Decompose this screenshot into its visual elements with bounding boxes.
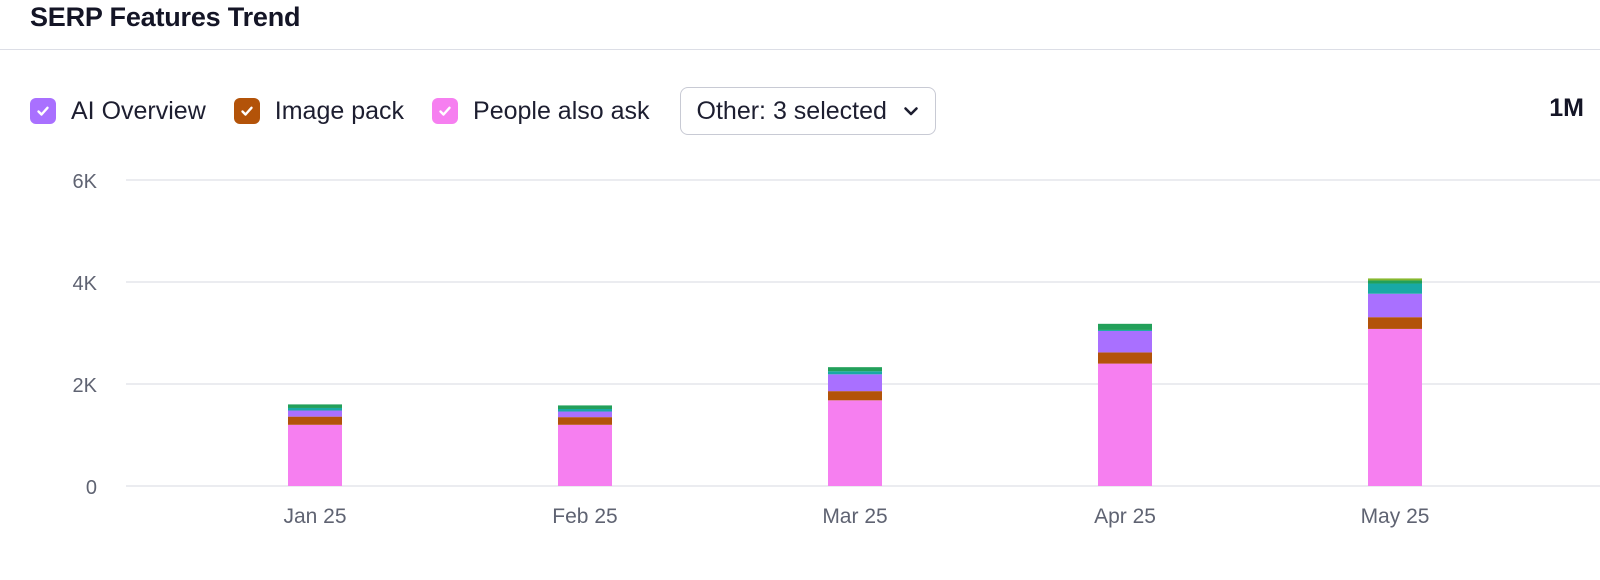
legend: AI Overview Image pack People also ask O… <box>30 87 936 135</box>
bar-segment[interactable] <box>558 417 612 425</box>
bar-segment[interactable] <box>828 371 882 375</box>
panel-title: SERP Features Trend <box>30 2 301 32</box>
other-features-dropdown[interactable]: Other: 3 selected <box>679 87 936 135</box>
bar-segment[interactable] <box>1098 323 1152 330</box>
bar-stack[interactable] <box>1368 278 1422 486</box>
bar-stack[interactable] <box>828 367 882 486</box>
bar-segment[interactable] <box>288 407 342 411</box>
dropdown-label: Other: 3 selected <box>696 96 887 125</box>
check-icon <box>37 106 49 116</box>
bar-segment[interactable] <box>1098 330 1152 353</box>
image-pack-checkbox[interactable] <box>233 98 260 124</box>
legend-label: Image pack <box>274 96 405 125</box>
ai-overview-checkbox[interactable] <box>30 98 56 124</box>
x-tick-label: Feb 25 <box>552 505 617 528</box>
bar-segment[interactable] <box>288 404 342 408</box>
x-tick-label: Mar 25 <box>822 505 887 528</box>
bar-segment[interactable] <box>828 400 882 486</box>
bar-segment[interactable] <box>1098 363 1152 486</box>
bar-segment[interactable] <box>1098 352 1152 364</box>
bar-segment[interactable] <box>1368 328 1422 486</box>
bar-segment[interactable] <box>288 410 342 417</box>
y-tick-label: 0 <box>86 477 97 499</box>
check-icon <box>439 106 451 116</box>
bar-segment[interactable] <box>558 405 612 409</box>
bar-segment[interactable] <box>1368 278 1422 281</box>
check-icon <box>241 106 253 116</box>
bar-segment[interactable] <box>558 424 612 486</box>
bar-stack[interactable] <box>1098 323 1152 486</box>
x-tick-label: Jan 25 <box>283 505 346 528</box>
x-tick-label: Apr 25 <box>1094 505 1156 528</box>
bar-segment[interactable] <box>1368 283 1422 294</box>
bar-segment[interactable] <box>1368 293 1422 318</box>
people-also-ask-checkbox[interactable] <box>432 98 459 124</box>
bar-segment[interactable] <box>288 416 342 425</box>
chevron-down-icon <box>901 101 921 121</box>
legend-label: People also ask <box>473 96 650 125</box>
y-tick-label: 4K <box>73 273 98 295</box>
bar-segment[interactable] <box>1368 280 1422 284</box>
x-tick-label: May 25 <box>1361 505 1430 528</box>
bar-segment[interactable] <box>558 408 612 412</box>
bar-segment[interactable] <box>828 391 882 401</box>
bar-stack[interactable] <box>558 405 612 486</box>
bar-segment[interactable] <box>828 374 882 392</box>
bar-segment[interactable] <box>828 367 882 372</box>
legend-item-people-also-ask[interactable]: People also ask <box>432 97 650 126</box>
legend-label: AI Overview <box>71 96 206 125</box>
bar-segment[interactable] <box>1368 317 1422 329</box>
bar-segment[interactable] <box>558 411 612 418</box>
panel-header: SERP Features Trend <box>0 0 1600 50</box>
bar-stack[interactable] <box>288 404 342 486</box>
y-tick-label: 2K <box>73 375 98 397</box>
bar-segment[interactable] <box>1098 329 1152 331</box>
legend-item-image-pack[interactable]: Image pack <box>233 96 405 126</box>
y-tick-label: 6K <box>73 171 98 193</box>
period-selector[interactable]: 1M <box>1549 94 1584 122</box>
legend-item-ai-overview[interactable]: AI Overview <box>30 97 206 126</box>
bar-segment[interactable] <box>288 424 342 486</box>
